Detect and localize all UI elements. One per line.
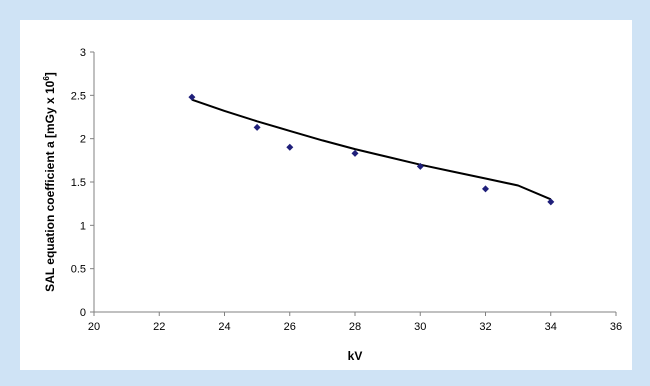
data-point (547, 198, 555, 206)
y-tick-label: 0.5 (71, 264, 86, 276)
data-point (286, 143, 294, 151)
y-ticks: 0 0.5 1 1.5 2 2.5 3 (71, 47, 94, 319)
y-axis-title: SAL equation coefficient a [mGy x 106] (42, 72, 57, 292)
x-tick-label: 24 (218, 321, 230, 333)
x-tick-label: 22 (153, 321, 165, 333)
y-tick-label: 1.5 (71, 177, 86, 189)
y-tick-label: 2.5 (71, 90, 86, 102)
y-tick-label: 0 (80, 307, 86, 319)
y-tick-label: 1 (80, 220, 86, 232)
x-tick-label: 30 (414, 321, 426, 333)
x-tick-label: 34 (545, 321, 557, 333)
x-ticks: 20 22 24 26 28 30 32 34 36 (88, 312, 622, 333)
data-points (188, 93, 555, 206)
x-tick-label: 32 (479, 321, 491, 333)
chart-frame: 20 22 24 26 28 30 32 34 36 0 0.5 1 1.5 2 2.5 3 kV SAL … (20, 20, 632, 370)
y-axis-title-main: SAL equation coefficient a [mGy x 10 (43, 80, 57, 291)
y-tick-label: 2 (80, 134, 86, 146)
x-tick-label: 36 (610, 321, 622, 333)
x-axis-title: kV (348, 349, 363, 363)
x-tick-label: 28 (349, 321, 361, 333)
y-tick-label: 3 (80, 47, 86, 59)
x-tick-label: 26 (284, 321, 296, 333)
trendline-group (191, 98, 552, 201)
data-point (416, 162, 424, 170)
y-axis-title-exponent: 6 (42, 76, 51, 81)
data-point (482, 185, 489, 193)
y-axis-title-end: ] (43, 72, 57, 76)
data-point (188, 93, 196, 101)
axes (93, 52, 616, 313)
trendline (191, 98, 552, 201)
x-tick-label: 20 (88, 321, 100, 333)
data-point (253, 123, 261, 131)
data-point (351, 149, 359, 157)
chart: 20 22 24 26 28 30 32 34 36 0 0.5 1 1.5 2 2.5 3 kV SAL … (42, 47, 622, 363)
